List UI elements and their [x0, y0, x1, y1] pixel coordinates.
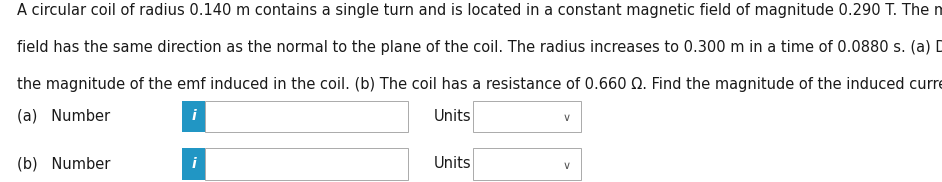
- FancyBboxPatch shape: [205, 100, 408, 132]
- Text: field has the same direction as the normal to the plane of the coil. The radius : field has the same direction as the norm…: [17, 40, 942, 55]
- FancyBboxPatch shape: [182, 148, 205, 180]
- FancyBboxPatch shape: [473, 100, 581, 132]
- Text: A circular coil of radius 0.140 m contains a single turn and is located in a con: A circular coil of radius 0.140 m contai…: [17, 3, 942, 18]
- FancyBboxPatch shape: [205, 148, 408, 180]
- Text: (b)   Number: (b) Number: [17, 156, 110, 171]
- Text: Units: Units: [433, 156, 471, 171]
- Text: Units: Units: [433, 109, 471, 124]
- Text: ∨: ∨: [563, 113, 571, 123]
- Text: (a)   Number: (a) Number: [17, 109, 110, 124]
- Text: i: i: [191, 110, 196, 123]
- Text: the magnitude of the emf induced in the coil. (b) The coil has a resistance of 0: the magnitude of the emf induced in the …: [17, 77, 942, 92]
- Text: i: i: [191, 157, 196, 171]
- Text: ∨: ∨: [563, 161, 571, 171]
- FancyBboxPatch shape: [473, 148, 581, 180]
- FancyBboxPatch shape: [182, 100, 205, 132]
